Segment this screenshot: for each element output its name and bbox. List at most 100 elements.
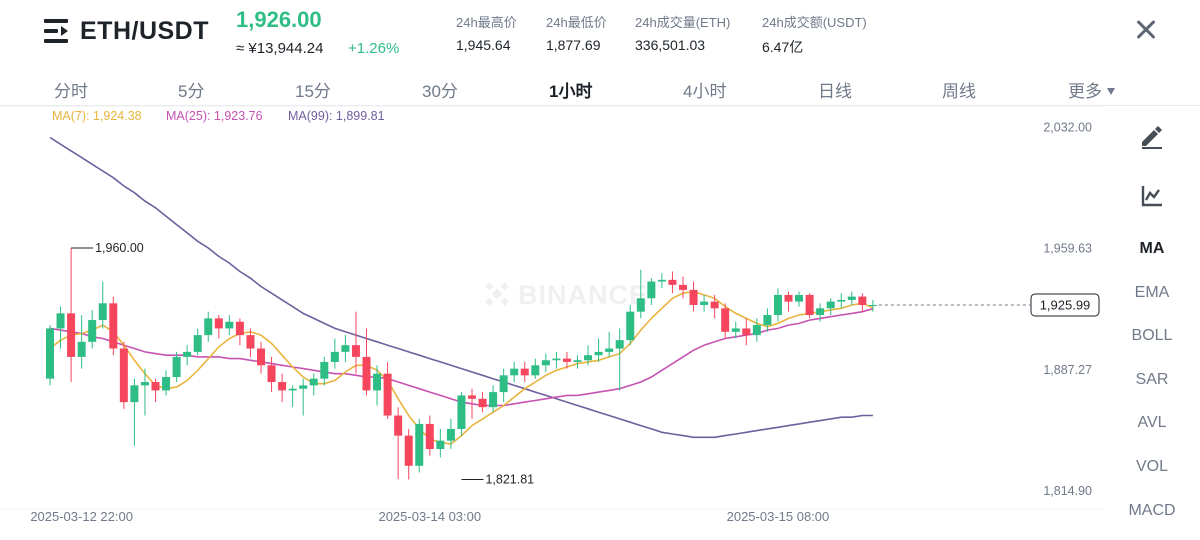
candle bbox=[520, 361, 529, 383]
candle bbox=[784, 291, 793, 312]
candle bbox=[162, 370, 171, 396]
candle bbox=[763, 308, 772, 332]
candle-body bbox=[151, 382, 160, 391]
candle bbox=[77, 315, 86, 369]
y-tick-label: 1,814.90 bbox=[1043, 484, 1092, 498]
watermark-logo-icon bbox=[484, 281, 494, 291]
candle-body bbox=[795, 294, 804, 302]
candle-body bbox=[468, 395, 476, 399]
candle-body bbox=[573, 360, 582, 362]
candle bbox=[56, 306, 65, 349]
candle bbox=[119, 341, 128, 409]
candle-body bbox=[594, 351, 603, 356]
candle-body bbox=[267, 365, 276, 383]
more-button[interactable]: 更多 bbox=[1068, 77, 1115, 102]
stat-value: 1,945.64 bbox=[456, 37, 511, 53]
candle-body bbox=[752, 325, 761, 336]
y-axis: 2,032.00 1,959.63 1,887.27 1,814.90 bbox=[1043, 120, 1092, 498]
candle bbox=[541, 353, 550, 372]
stat-24h-high: 24h最高价 1,945.64 bbox=[456, 12, 517, 53]
candle bbox=[721, 303, 730, 339]
candle bbox=[510, 361, 519, 383]
candle bbox=[235, 318, 244, 346]
tab-1w[interactable]: 周线 bbox=[942, 82, 976, 101]
last-price: 1,926.00 bbox=[236, 7, 322, 32]
candle bbox=[647, 278, 656, 305]
indicator-ema[interactable]: EMA bbox=[1134, 284, 1170, 301]
tab-1d[interactable]: 日线 bbox=[818, 82, 852, 101]
candle bbox=[489, 385, 498, 413]
interval-tabs: 分时 5分 15分 30分 1小时 4小时 日线 周线 更多 bbox=[0, 72, 1200, 106]
candle bbox=[204, 311, 213, 342]
candle-body bbox=[668, 279, 677, 285]
indicator-vol[interactable]: VOL bbox=[1135, 458, 1168, 475]
tab-4h[interactable]: 4小时 bbox=[683, 82, 727, 101]
tab-15m[interactable]: 15分 bbox=[295, 82, 331, 101]
candle bbox=[858, 293, 867, 312]
tab-1h[interactable]: 1小时 bbox=[549, 82, 593, 101]
watermark-logo-icon bbox=[491, 288, 503, 300]
min-marker-label: 1,821.81 bbox=[485, 473, 534, 487]
candle bbox=[288, 385, 297, 408]
tab-30m[interactable]: 30分 bbox=[422, 82, 458, 101]
candle-body bbox=[341, 345, 350, 352]
candlestick-chart[interactable]: BINANCE MA(7): 1,924.38 MA(25): 1,923.76 M… bbox=[0, 106, 1104, 540]
indicator-sar[interactable]: SAR bbox=[1135, 371, 1169, 388]
chart-line-icon[interactable] bbox=[1138, 182, 1166, 210]
candle bbox=[183, 345, 192, 366]
indicator-boll[interactable]: BOLL bbox=[1131, 327, 1173, 344]
candle-body bbox=[837, 299, 846, 302]
indicator-macd[interactable]: MACD bbox=[1128, 502, 1176, 519]
caret-down-icon bbox=[1107, 88, 1115, 95]
candle bbox=[552, 351, 561, 369]
candle bbox=[805, 293, 814, 319]
tab-fenshi[interactable]: 分时 bbox=[54, 82, 88, 101]
side-toolbar: MA EMA BOLL SAR AVL VOL MACD bbox=[1108, 110, 1196, 540]
candle-body bbox=[88, 320, 97, 342]
candle-body bbox=[394, 415, 403, 436]
candle-body bbox=[193, 335, 202, 352]
candle-body bbox=[826, 301, 835, 309]
candle bbox=[573, 355, 582, 369]
candle-body bbox=[320, 361, 329, 379]
candle-body bbox=[351, 345, 360, 357]
candle-body bbox=[162, 377, 171, 391]
candle bbox=[130, 378, 139, 446]
candle-body bbox=[805, 294, 814, 316]
tab-5m[interactable]: 5分 bbox=[178, 82, 205, 101]
candle-body bbox=[868, 304, 877, 306]
watermark-logo-icon bbox=[484, 297, 494, 307]
candle bbox=[816, 303, 825, 322]
candle bbox=[584, 345, 593, 366]
candle bbox=[668, 271, 677, 294]
candle-body bbox=[847, 296, 856, 300]
stat-label: 24h最低价 bbox=[546, 15, 607, 30]
candle-body bbox=[816, 308, 825, 316]
candle bbox=[657, 273, 666, 289]
candle-body bbox=[235, 321, 244, 336]
price-tag-box bbox=[1030, 293, 1100, 317]
x-tick-label: 2025-03-14 03:00 bbox=[378, 509, 481, 524]
candle bbox=[109, 296, 118, 356]
pair-title[interactable]: ETH/USDT bbox=[80, 17, 209, 45]
candle-body bbox=[457, 395, 466, 429]
candle-body bbox=[183, 351, 192, 357]
watermark-text: BINANCE bbox=[518, 280, 648, 310]
pair-menu-icon[interactable] bbox=[44, 19, 70, 43]
price-tag-label: 1,925.99 bbox=[1040, 297, 1091, 312]
candle-body bbox=[362, 356, 371, 391]
candle-body bbox=[98, 303, 107, 321]
ma99-line bbox=[49, 136, 873, 439]
pencil-icon[interactable] bbox=[1138, 122, 1166, 150]
candle bbox=[742, 318, 751, 346]
candle bbox=[615, 328, 624, 391]
candle-body bbox=[647, 281, 656, 299]
stat-label: 24h成交额(USDT) bbox=[762, 15, 867, 30]
indicator-ma[interactable]: MA bbox=[1139, 240, 1165, 257]
candle bbox=[752, 318, 761, 342]
indicator-avl[interactable]: AVL bbox=[1137, 414, 1167, 431]
candle bbox=[531, 358, 540, 379]
header: ETH/USDT 1,926.00 ≈ ¥13,944.24 +1.26% 24… bbox=[0, 0, 1200, 66]
x-tick-label: 2025-03-15 08:00 bbox=[727, 509, 830, 524]
close-icon[interactable] bbox=[1133, 17, 1159, 43]
